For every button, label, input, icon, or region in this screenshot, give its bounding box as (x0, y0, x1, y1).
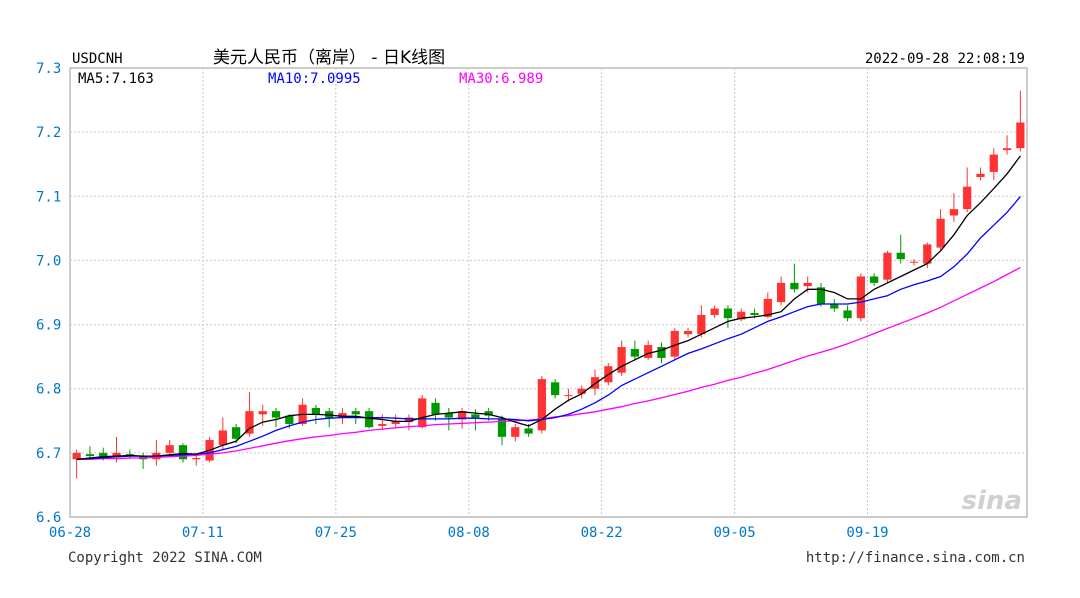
candle-body (391, 420, 400, 424)
candle-body (258, 411, 267, 415)
candle-body (165, 445, 174, 453)
candle-body (551, 382, 560, 396)
candle-body (524, 428, 533, 434)
candle-body (989, 154, 998, 172)
candle-body (404, 417, 414, 423)
candle-body (271, 411, 281, 418)
candle-body (1002, 148, 1012, 151)
candle-body (457, 411, 467, 420)
candle-body (697, 314, 706, 335)
y-tick-label: 7.0 (36, 253, 61, 269)
candle-body (670, 330, 679, 357)
candle-body (351, 411, 360, 415)
candle-body (378, 423, 387, 426)
x-tick-label: 09-19 (846, 525, 888, 541)
candle-body (99, 452, 108, 458)
candle-body (870, 276, 879, 283)
x-tick-label: 06-28 (49, 525, 91, 541)
candle-body (763, 298, 772, 317)
candle-body (72, 452, 81, 460)
x-tick-label: 08-22 (581, 525, 623, 541)
legend-ma10: MA10:7.0995 (268, 71, 361, 87)
candle-body (830, 304, 839, 309)
source-url: http://finance.sina.com.cn (806, 550, 1025, 566)
candle-body (484, 411, 493, 416)
candle-body (843, 310, 852, 319)
candle-body (178, 445, 188, 460)
candle-body (497, 419, 507, 437)
candle-body (816, 287, 826, 305)
candle-body (364, 411, 374, 428)
candle-body (644, 345, 653, 358)
candle-body (471, 414, 480, 418)
candle-body (577, 388, 586, 394)
x-tick-label: 09-05 (714, 525, 756, 541)
y-tick-label: 6.7 (36, 446, 61, 462)
x-tick-label: 07-11 (182, 525, 224, 541)
candle-body (949, 209, 959, 216)
x-tick-label: 07-25 (315, 525, 357, 541)
legend-ma30: MA30:6.989 (459, 71, 543, 87)
candle-body (750, 313, 759, 315)
x-tick-label: 08-08 (448, 525, 490, 541)
candle-body (232, 427, 241, 439)
ma5-line (76, 155, 1021, 460)
candle-body (683, 330, 693, 335)
candle-body (923, 244, 932, 264)
candle-body (776, 282, 786, 303)
candle-body (710, 308, 719, 315)
candle-body (883, 252, 892, 280)
candle-body (909, 261, 919, 263)
candle-body (963, 186, 972, 210)
sina-watermark: sina (962, 486, 1022, 516)
chart-title: 美元人民币（离岸） - 日K线图 (213, 48, 445, 68)
symbol-label: USDCNH (72, 51, 123, 67)
candle-body (338, 413, 347, 418)
candle-body (311, 407, 321, 415)
candle-body (896, 252, 905, 260)
candle-body (444, 413, 453, 418)
candle-body (564, 395, 573, 397)
ma10-line (76, 196, 1021, 460)
candle-body (511, 427, 520, 437)
candle-body (856, 276, 865, 319)
candle-body (790, 282, 799, 290)
candle-body (218, 430, 227, 446)
candle-body (617, 347, 626, 373)
candle-body (245, 411, 254, 434)
candle-body (537, 379, 546, 431)
candle-body (85, 454, 95, 457)
y-tick-label: 7.1 (36, 189, 61, 205)
y-tick-label: 6.8 (36, 382, 61, 398)
candle-body (803, 282, 812, 287)
candle-body (737, 311, 746, 320)
candle-body (936, 218, 945, 248)
candle-body (431, 402, 440, 415)
candle-body (418, 398, 427, 428)
candle-body (630, 348, 640, 357)
candle-body (285, 415, 294, 424)
y-tick-label: 6.6 (36, 510, 61, 526)
candle-body (112, 452, 121, 458)
candle-body (976, 173, 985, 178)
datetime-label: 2022-09-28 22:08:19 (865, 51, 1025, 67)
y-tick-label: 7.2 (36, 125, 61, 141)
candle-body (192, 457, 201, 460)
candle-body (723, 308, 733, 319)
y-tick-label: 7.3 (36, 61, 61, 77)
copyright-text: Copyright 2022 SINA.COM (68, 550, 262, 566)
candle-body (657, 347, 666, 358)
y-tick-label: 6.9 (36, 318, 61, 334)
legend-ma5: MA5:7.163 (78, 71, 154, 87)
candle-body (1016, 122, 1025, 149)
